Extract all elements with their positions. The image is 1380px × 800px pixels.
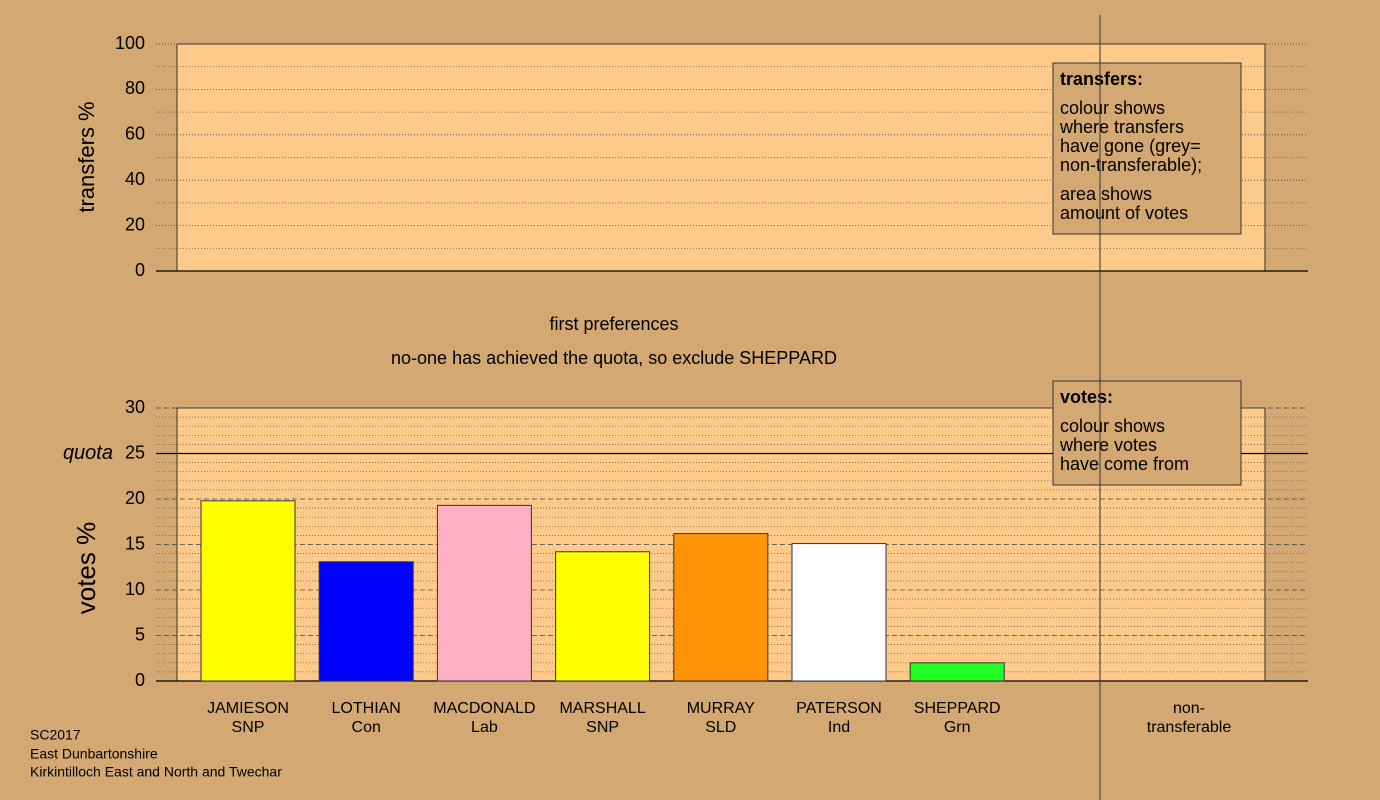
- y-tick-label: 25: [125, 442, 145, 462]
- legend-title: transfers:: [1060, 69, 1143, 89]
- bar: [791, 543, 887, 682]
- bar: [200, 500, 296, 682]
- y-tick-label: 20: [125, 214, 145, 234]
- x-tick-label: PATERSON: [796, 700, 882, 717]
- y-tick-label: 10: [125, 579, 145, 599]
- y-tick-label: 0: [135, 260, 145, 280]
- bar: [673, 533, 769, 682]
- legend-text: colour shows: [1060, 416, 1165, 436]
- x-tick-label: SNP: [586, 719, 619, 736]
- y-axis-label: votes %: [71, 522, 101, 615]
- x-tick-label: JAMIESON: [207, 700, 289, 717]
- bar: [318, 561, 414, 682]
- x-tick-label: SHEPPARD: [914, 700, 1001, 717]
- bar: [555, 551, 651, 682]
- x-tick-label: Grn: [944, 719, 971, 736]
- x-tick-label: SLD: [705, 719, 736, 736]
- x-tick-label: MACDONALD: [433, 700, 535, 717]
- y-tick-label: 15: [125, 533, 145, 553]
- legend-text: have gone (grey=: [1060, 136, 1201, 156]
- chart-title: first preferences: [549, 314, 678, 334]
- legend-title: votes:: [1060, 387, 1113, 407]
- y-tick-label: 60: [125, 124, 145, 144]
- x-tick-label: Con: [352, 719, 381, 736]
- y-axis-label: transfers %: [74, 101, 99, 212]
- legend-text: where votes: [1059, 435, 1157, 455]
- x-tick-label: Lab: [471, 719, 498, 736]
- x-tick-label: transferable: [1147, 719, 1232, 736]
- y-tick-label: 80: [125, 78, 145, 98]
- y-tick-label: 20: [125, 488, 145, 508]
- legend-box: [1052, 62, 1242, 235]
- footer: East Dunbartonshire: [30, 746, 158, 762]
- y-tick-label: 40: [125, 169, 145, 189]
- y-tick-label: 100: [115, 33, 145, 53]
- footer: Kirkintilloch East and North and Twechar: [30, 764, 282, 780]
- x-tick-label: Ind: [828, 719, 850, 736]
- y-tick-label: 0: [135, 670, 145, 690]
- legend-box: [1052, 380, 1242, 486]
- legend-text: have come from: [1060, 454, 1189, 474]
- x-tick-label: non-: [1173, 700, 1205, 717]
- bar: [436, 504, 532, 682]
- legend-text: colour shows: [1060, 98, 1165, 118]
- chart-subtitle: no-one has achieved the quota, so exclud…: [391, 348, 837, 368]
- x-tick-label: LOTHIAN: [332, 700, 401, 717]
- x-tick-label: MURRAY: [687, 700, 755, 717]
- legend-text: non-transferable);: [1060, 155, 1202, 175]
- bar: [909, 662, 1005, 682]
- y-tick-label: 5: [135, 624, 145, 644]
- legend-text: amount of votes: [1060, 203, 1188, 223]
- x-tick-label: MARSHALL: [559, 700, 645, 717]
- x-tick-label: SNP: [232, 719, 265, 736]
- legend-text: area shows: [1060, 184, 1152, 204]
- legend-text: where transfers: [1059, 117, 1184, 137]
- y-tick-label: 30: [125, 397, 145, 417]
- footer: SC2017: [30, 727, 81, 743]
- quota-label: quota: [63, 442, 113, 464]
